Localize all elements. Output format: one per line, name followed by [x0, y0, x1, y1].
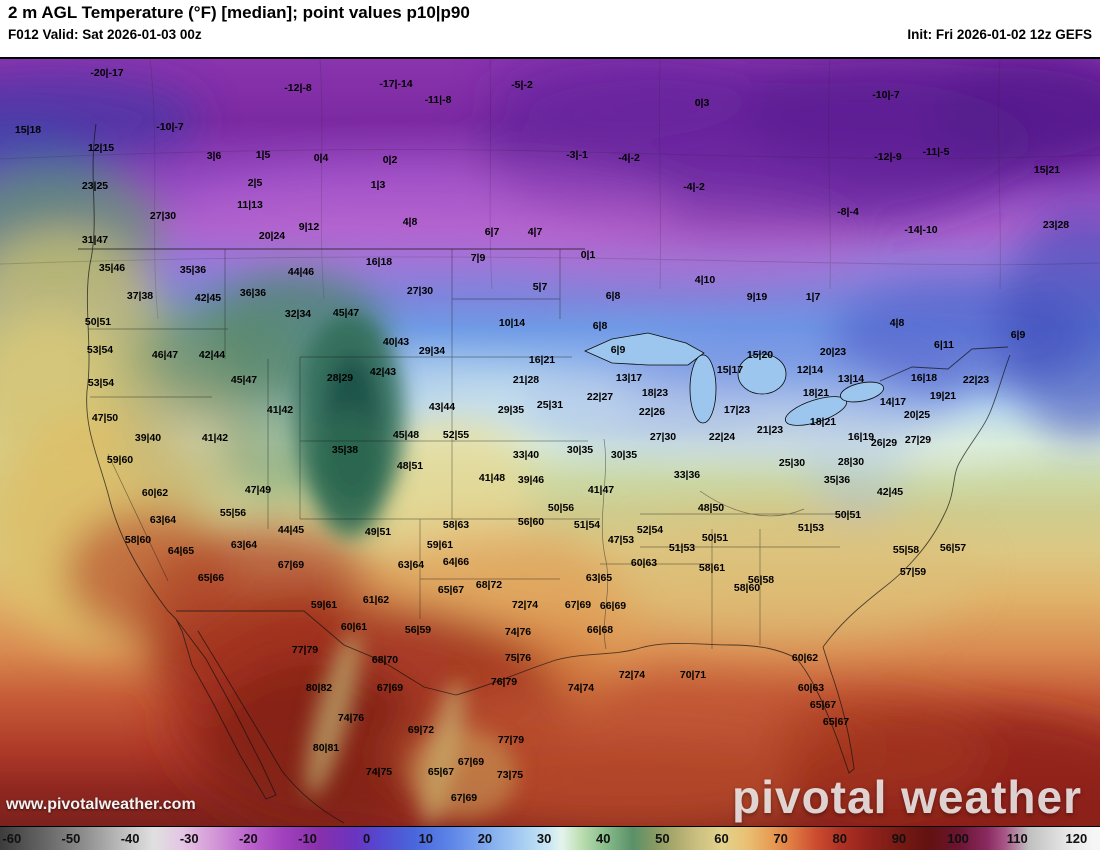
colorbar-tick-label: -50: [61, 831, 81, 846]
map-title: 2 m AGL Temperature (°F) [median]; point…: [8, 3, 470, 22]
coastline-borders: [78, 123, 1011, 824]
model-init-time: Init: Fri 2026-01-02 12z GEFS: [907, 27, 1092, 42]
colorbar-tick-label: 80: [832, 831, 848, 846]
colorbar-tick-label: 70: [773, 831, 788, 846]
watermark-brand-logo: pivotal weather: [732, 771, 1082, 823]
colorbar: -60 -50 -40 -30 -20 -10 0 10 20 30 40 50 60 70 80 90 100…: [0, 826, 1100, 850]
temperature-map: [0, 57, 1100, 826]
colorbar-tick-label: 20: [477, 831, 493, 846]
colorbar-tick-label: -60: [2, 831, 22, 846]
colorbar-tick-label: -40: [120, 831, 140, 846]
great-lakes: [584, 332, 885, 426]
colorbar-tick-label: -30: [179, 831, 199, 846]
colorbar-tick-label: 50: [655, 831, 670, 846]
colorbar-tick-label: 10: [418, 831, 434, 846]
temperature-field-svg: [0, 59, 1100, 826]
watermark-url: www.pivotalweather.com: [6, 796, 196, 813]
colorbar-tick-label: 90: [891, 831, 907, 846]
colorbar-tick-label: 0: [363, 831, 371, 846]
colorbar-tick-label: 110: [1006, 831, 1028, 846]
colorbar-ticks: -60 -50 -40 -30 -20 -10 0 10 20 30 40 50 60 70 80 90 100…: [0, 827, 1100, 850]
mountain-cold-cores: [295, 314, 517, 826]
colorbar-tick-label: 30: [536, 831, 552, 846]
header: 2 m AGL Temperature (°F) [median]; point…: [0, 0, 1100, 57]
colorbar-tick-label: 60: [714, 831, 729, 846]
colorbar-tick-label: -20: [238, 831, 258, 846]
state-borders: [88, 249, 860, 650]
colorbar-tick-label: 40: [595, 831, 611, 846]
graticule-lines: [0, 59, 1100, 320]
forecast-valid-time: F012 Valid: Sat 2026-01-03 00z: [8, 27, 202, 42]
colorbar-tick-label: 100: [947, 831, 969, 846]
colorbar-tick-label: 120: [1065, 831, 1088, 846]
colorbar-tick-label: -10: [298, 831, 317, 846]
